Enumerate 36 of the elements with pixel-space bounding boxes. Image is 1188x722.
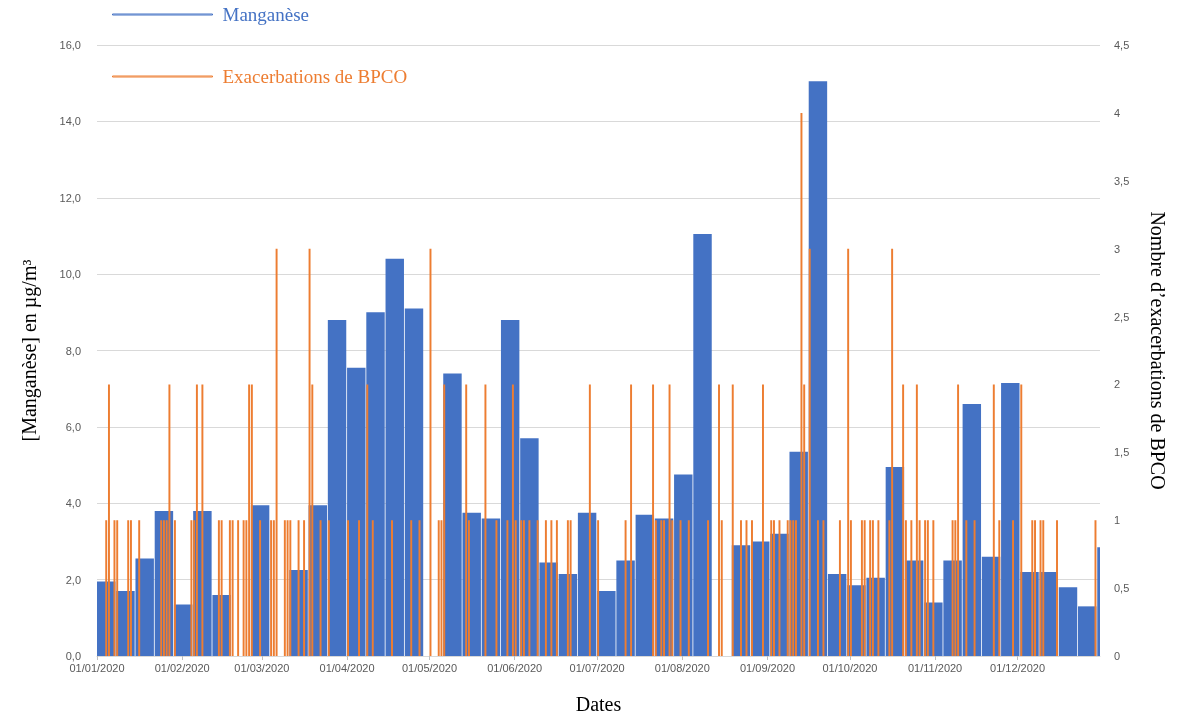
x-tick-label: 01/02/2020 (154, 661, 210, 674)
y-tick-label: 0,0 (65, 650, 81, 662)
x-tick-label: 01/06/2020 (487, 661, 543, 674)
y2-tick-label: 2,5 (1114, 310, 1130, 323)
y2-axis-title: Nombre d’exacerbations de BPCO (1147, 211, 1169, 490)
x-tick-label: 01/12/2020 (990, 661, 1046, 674)
y-tick-label: 12,0 (59, 191, 81, 204)
y-tick-label: 6,0 (65, 420, 81, 433)
x-axis-title: Dates (575, 693, 622, 715)
y2-tick-label: 0,5 (1114, 582, 1130, 595)
y2-tick-label: 4 (1114, 106, 1121, 119)
y-tick-label: 4,0 (65, 497, 81, 510)
y2-tick-label: 4,5 (1114, 39, 1130, 51)
x-tick-label: 01/01/2020 (69, 661, 125, 674)
x-tick-label: 01/09/2020 (739, 661, 796, 674)
x-tick-label: 01/07/2020 (569, 661, 625, 674)
y2-tick-label: 3 (1114, 242, 1121, 255)
x-tick-label: 01/05/2020 (401, 661, 458, 674)
text: Exacerbations de BPCO (222, 66, 408, 87)
text: Manganèse (222, 4, 310, 25)
y-axis-title: [Manganèse] en µg/m³ (18, 259, 41, 442)
x-tick-label: 01/03/2020 (234, 661, 290, 674)
x-tick-label: 01/11/2020 (908, 661, 963, 674)
y-tick-label: 14,0 (59, 115, 81, 128)
y2-tick-label: 1 (1114, 514, 1121, 527)
x-tick-label: 01/10/2020 (822, 661, 878, 674)
y-tick-label: 8,0 (65, 344, 81, 357)
y-tick-label: 2,0 (65, 573, 81, 586)
y2-tick-label: 0 (1114, 650, 1121, 662)
y2-tick-label: 2 (1114, 378, 1121, 391)
x-tick-label: 01/08/2020 (654, 661, 710, 674)
y-tick-label: 10,0 (59, 268, 81, 281)
x-tick-label: 01/04/2020 (319, 661, 375, 674)
y-tick-label: 16,0 (59, 39, 81, 51)
y2-tick-label: 3,5 (1114, 174, 1130, 187)
y2-tick-label: 1,5 (1114, 446, 1130, 459)
